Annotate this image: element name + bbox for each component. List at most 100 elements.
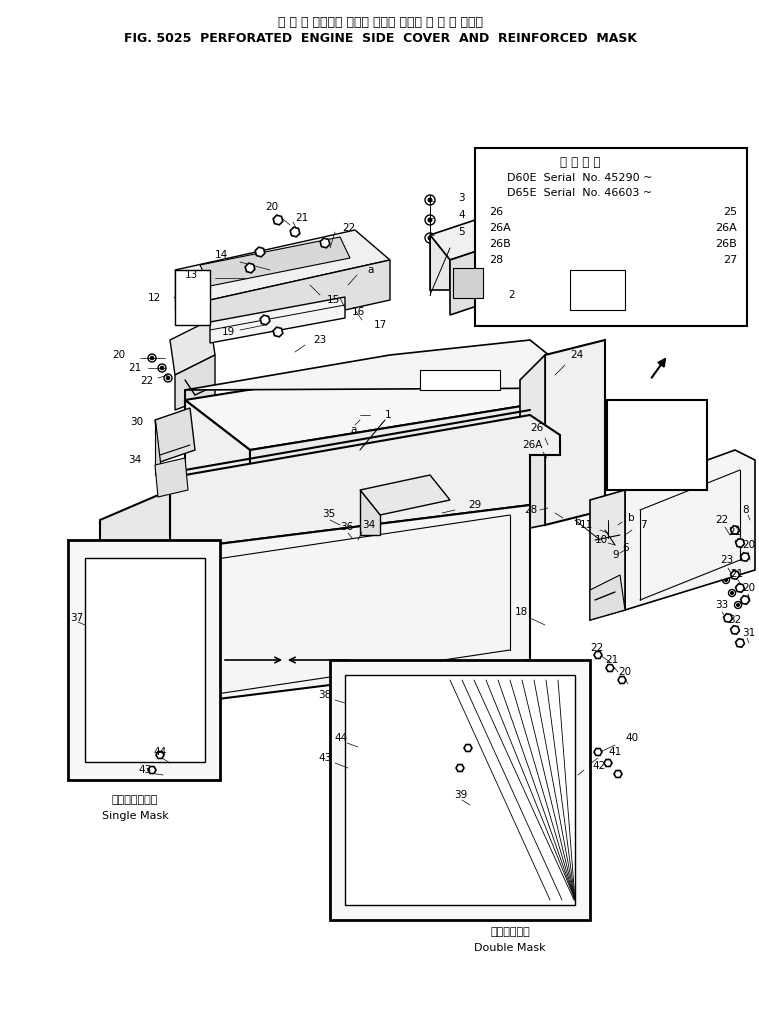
- Circle shape: [512, 249, 516, 253]
- Circle shape: [688, 521, 694, 528]
- Polygon shape: [260, 315, 270, 325]
- Circle shape: [404, 760, 412, 768]
- Text: a: a: [367, 265, 373, 275]
- Text: 39: 39: [454, 790, 468, 800]
- Circle shape: [651, 562, 659, 569]
- Circle shape: [404, 848, 412, 856]
- Circle shape: [684, 558, 698, 572]
- Circle shape: [648, 538, 662, 552]
- Circle shape: [118, 700, 126, 708]
- Circle shape: [115, 714, 129, 728]
- Text: 9: 9: [612, 550, 619, 560]
- Polygon shape: [345, 675, 575, 905]
- Text: 32: 32: [728, 615, 742, 625]
- Text: 38: 38: [318, 690, 331, 700]
- Circle shape: [139, 731, 153, 745]
- Text: 14: 14: [215, 250, 228, 260]
- Polygon shape: [618, 677, 626, 684]
- Text: 22: 22: [342, 223, 355, 233]
- Circle shape: [380, 716, 388, 724]
- Circle shape: [181, 291, 187, 298]
- Circle shape: [669, 521, 676, 528]
- Text: 20: 20: [618, 666, 631, 677]
- Polygon shape: [185, 345, 590, 450]
- Polygon shape: [170, 320, 215, 375]
- Text: 26: 26: [489, 207, 503, 217]
- Text: 26A: 26A: [621, 430, 643, 440]
- Circle shape: [166, 717, 174, 725]
- Polygon shape: [701, 207, 711, 216]
- Polygon shape: [509, 224, 519, 233]
- Text: 20: 20: [112, 350, 125, 360]
- Circle shape: [425, 215, 435, 225]
- Text: 42: 42: [592, 761, 605, 771]
- Circle shape: [404, 782, 412, 790]
- Circle shape: [94, 700, 102, 708]
- Circle shape: [142, 700, 150, 708]
- Circle shape: [735, 557, 742, 564]
- Text: 31: 31: [742, 628, 755, 638]
- Circle shape: [404, 804, 412, 812]
- Circle shape: [139, 714, 153, 728]
- Polygon shape: [255, 247, 265, 257]
- Circle shape: [404, 826, 412, 834]
- Circle shape: [166, 666, 174, 674]
- Circle shape: [148, 354, 156, 362]
- Circle shape: [356, 848, 364, 856]
- Polygon shape: [430, 215, 510, 260]
- Text: 22: 22: [140, 376, 153, 386]
- Bar: [607, 400, 707, 490]
- Polygon shape: [723, 614, 732, 622]
- Text: D65E  Serial  No. 46603 ~: D65E Serial No. 46603 ~: [508, 188, 653, 198]
- Circle shape: [701, 214, 710, 224]
- Circle shape: [115, 697, 129, 711]
- Text: b: b: [628, 513, 635, 523]
- Circle shape: [356, 760, 364, 768]
- Text: 3: 3: [458, 193, 465, 203]
- Bar: [570, 270, 625, 310]
- Circle shape: [729, 545, 735, 552]
- Text: 23: 23: [720, 555, 733, 565]
- Circle shape: [142, 666, 150, 674]
- Text: 15: 15: [327, 295, 340, 305]
- Polygon shape: [360, 490, 380, 535]
- Polygon shape: [625, 450, 755, 610]
- Text: 29: 29: [468, 500, 481, 510]
- Polygon shape: [701, 256, 711, 264]
- Circle shape: [163, 714, 177, 728]
- Circle shape: [666, 438, 673, 445]
- Circle shape: [327, 412, 332, 418]
- Polygon shape: [456, 764, 464, 771]
- Circle shape: [651, 521, 659, 528]
- Text: 44: 44: [153, 747, 166, 757]
- Bar: [420, 370, 500, 390]
- Circle shape: [377, 757, 391, 771]
- Circle shape: [91, 714, 105, 728]
- Polygon shape: [594, 651, 602, 658]
- Text: 8: 8: [742, 505, 748, 515]
- Circle shape: [702, 558, 716, 572]
- Circle shape: [684, 538, 698, 552]
- Polygon shape: [170, 415, 560, 550]
- Circle shape: [142, 717, 150, 725]
- Polygon shape: [590, 575, 625, 620]
- Circle shape: [428, 198, 432, 202]
- Text: Double Mask: Double Mask: [474, 943, 546, 953]
- Circle shape: [531, 387, 536, 392]
- Circle shape: [353, 735, 367, 749]
- Circle shape: [160, 366, 164, 370]
- Circle shape: [94, 683, 102, 691]
- Circle shape: [118, 666, 126, 674]
- Polygon shape: [210, 297, 345, 343]
- Circle shape: [540, 387, 546, 392]
- Polygon shape: [245, 263, 255, 273]
- Text: 24: 24: [570, 350, 583, 360]
- Circle shape: [425, 195, 435, 205]
- Circle shape: [139, 663, 153, 677]
- Polygon shape: [590, 490, 625, 620]
- Polygon shape: [741, 553, 749, 561]
- Circle shape: [166, 376, 170, 380]
- Bar: [175, 270, 210, 325]
- Text: 16: 16: [352, 307, 365, 317]
- Circle shape: [380, 738, 388, 746]
